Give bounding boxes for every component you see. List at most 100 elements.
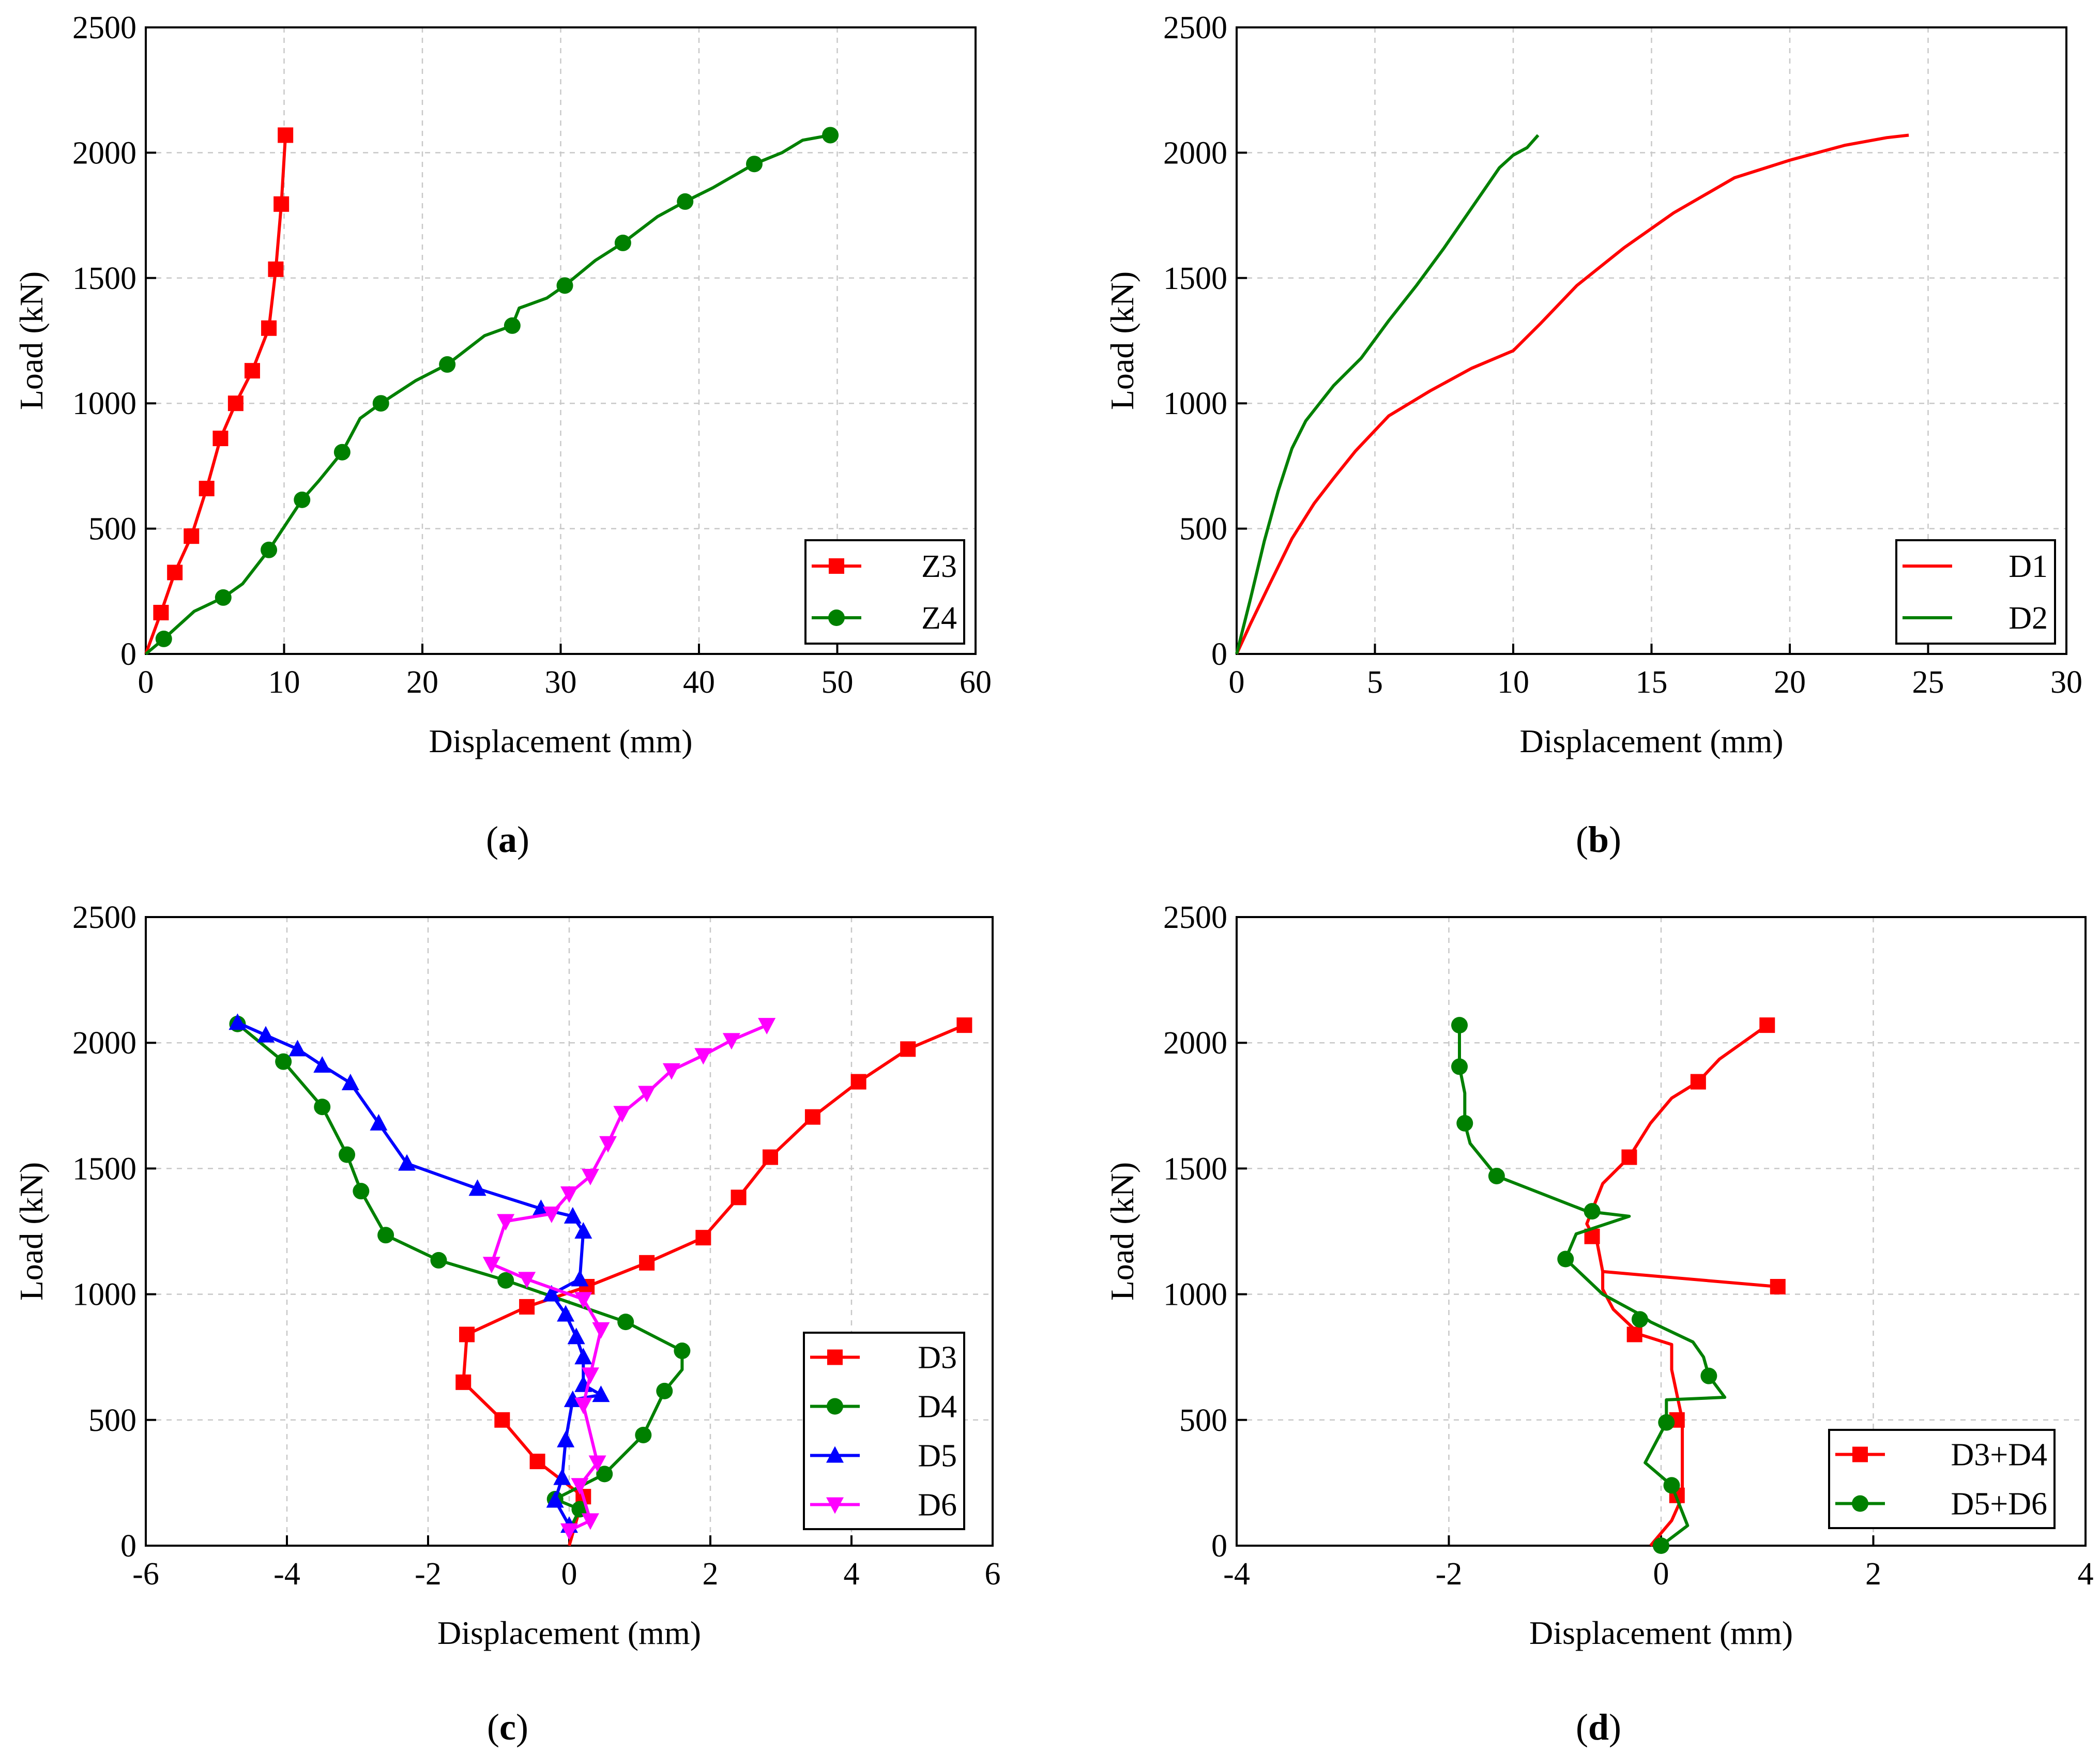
data-point-d5 [574, 1222, 592, 1239]
x-tick-label: 30 [545, 665, 577, 700]
x-tick-label: 0 [1653, 1557, 1669, 1592]
data-point-d5-d6 [1663, 1477, 1680, 1494]
y-tick-label: 500 [1179, 1403, 1227, 1438]
x-axis-title: Displacement (mm) [1529, 1614, 1793, 1651]
data-point-d3 [804, 1109, 820, 1125]
data-point-d3 [731, 1189, 747, 1206]
series-line-d2 [1235, 134, 1540, 654]
data-point-d5-d6 [1658, 1414, 1675, 1431]
y-tick-label: 1000 [72, 386, 136, 421]
data-point-d6 [581, 1168, 599, 1185]
legend-label: Z4 [921, 601, 957, 636]
data-point-d5-d6 [1451, 1017, 1468, 1034]
series-line-d4 [236, 1023, 684, 1532]
panel-c: -6 -4 -2 0 2 4 6 0 500 1000 1500 2000 2500 Displaceme… [13, 900, 1001, 1748]
data-point-z4 [746, 156, 763, 173]
data-point-d3-d4 [1759, 1017, 1775, 1033]
data-point-z4 [294, 491, 311, 508]
data-point-d3 [519, 1299, 535, 1315]
x-axis-title: Displacement (mm) [429, 723, 692, 759]
data-point-d4 [596, 1466, 613, 1483]
data-point-d6 [694, 1048, 712, 1065]
legend-box [803, 1332, 965, 1530]
y-tick-label: 1500 [72, 261, 136, 296]
data-point-d6 [592, 1322, 610, 1339]
data-point-d4 [353, 1183, 370, 1200]
data-point-d5 [288, 1040, 307, 1057]
x-tick-label: 2 [703, 1557, 719, 1592]
data-point-z4 [614, 234, 631, 251]
data-point-d5 [557, 1305, 575, 1322]
x-tick-label: 50 [821, 665, 854, 700]
legend: D3+D4 D5+D6 [1828, 1429, 2056, 1529]
y-tick-label: 2000 [72, 135, 136, 171]
data-point-d6 [574, 1397, 592, 1414]
series-line-z3 [144, 135, 287, 655]
legend-marker [829, 558, 844, 574]
data-point-d6 [599, 1136, 617, 1153]
data-point-d6 [560, 1186, 578, 1203]
x-tick-label: 20 [1774, 665, 1806, 700]
data-point-d6 [581, 1513, 599, 1530]
legend-marker [1852, 1495, 1868, 1512]
data-point-d5-d6 [1631, 1311, 1648, 1328]
data-point-d5 [468, 1179, 486, 1196]
legend-label: D5 [918, 1439, 957, 1474]
legend-marker [1852, 1446, 1868, 1462]
y-axis-title: Load (kN) [1104, 1162, 1140, 1301]
legend-marker [827, 1349, 843, 1365]
y-tick-label: 2500 [72, 10, 136, 45]
x-tick-label: -2 [415, 1557, 442, 1592]
data-point-z3 [167, 565, 183, 581]
data-point-d4 [314, 1099, 331, 1116]
data-point-d5 [571, 1270, 589, 1287]
data-point-z4 [504, 317, 521, 334]
y-axis-title: Load (kN) [13, 1162, 50, 1301]
legend-box [1828, 1429, 2056, 1529]
series-line-d5-d6 [1458, 1025, 1727, 1547]
x-tick-label: -4 [273, 1557, 300, 1592]
x-tick-label: 0 [561, 1557, 577, 1592]
data-point-d4 [674, 1343, 691, 1360]
series-line-d1 [1235, 133, 1909, 655]
y-tick-label: 1500 [72, 1151, 136, 1186]
panel-label: (b) [1576, 819, 1621, 860]
panel-a: 0 10 20 30 40 50 60 0 500 1000 1500 2000 2500 Displac… [13, 10, 992, 860]
data-point-d6 [560, 1523, 578, 1540]
data-point-d5 [567, 1328, 585, 1345]
legend-marker [828, 609, 845, 626]
y-tick-label: 1500 [1163, 261, 1227, 296]
data-point-d6 [588, 1455, 606, 1472]
data-point-d5-d6 [1557, 1250, 1574, 1268]
data-point-d3 [695, 1230, 711, 1246]
data-point-d3 [956, 1017, 972, 1033]
y-tick-label: 2500 [72, 900, 136, 935]
data-point-d6 [662, 1063, 680, 1080]
data-point-d6 [758, 1018, 776, 1035]
x-tick-label: 30 [2050, 665, 2082, 700]
legend-label: D1 [2008, 549, 2048, 584]
panel-label: (d) [1576, 1706, 1621, 1748]
legend-label: D5+D6 [1951, 1487, 2047, 1522]
data-point-d3-d4 [1626, 1326, 1642, 1343]
data-point-d4 [275, 1053, 292, 1070]
x-tick-label: 5 [1367, 665, 1383, 700]
legend-label: Z3 [921, 549, 957, 584]
x-tick-label: 0 [1229, 665, 1245, 700]
legend-label: D3+D4 [1951, 1438, 2047, 1473]
data-point-d3-d4 [1621, 1149, 1637, 1165]
data-point-d4 [377, 1227, 394, 1244]
data-point-d3 [639, 1255, 655, 1271]
legend-marker [827, 1398, 843, 1415]
data-point-d4 [656, 1382, 673, 1399]
x-tick-label: 25 [1912, 665, 1944, 700]
data-point-z4 [333, 444, 351, 461]
data-point-d3 [850, 1074, 866, 1090]
x-tick-label: 2 [1865, 1557, 1881, 1592]
data-point-d5 [592, 1385, 610, 1402]
y-tick-label: 2000 [72, 1026, 136, 1061]
data-point-d5-d6 [1653, 1537, 1669, 1554]
legend-box [804, 539, 965, 645]
